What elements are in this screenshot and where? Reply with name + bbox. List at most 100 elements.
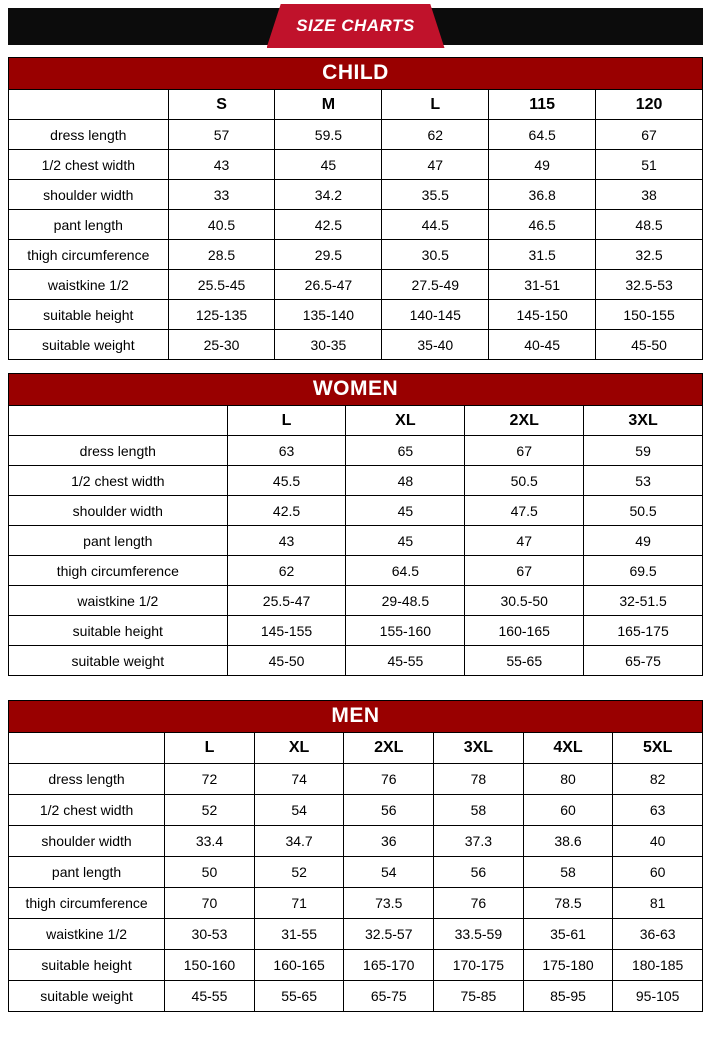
measurement-value: 40 [612, 825, 703, 857]
measurement-label: waistkine 1/2 [8, 269, 169, 300]
size-column-header: 2XL [343, 732, 435, 764]
measurement-value: 95-105 [612, 980, 703, 1012]
measurement-row: dress length 72 74 76 78 80 82 [7, 763, 703, 795]
measurement-value: 62 [381, 119, 490, 150]
measurement-value: 45 [345, 495, 466, 526]
size-column-header: 115 [488, 89, 597, 120]
measurement-value: 31.5 [488, 239, 597, 270]
size-column-header: XL [345, 405, 466, 436]
corner-cell [8, 405, 228, 436]
measurement-value: 32-51.5 [583, 585, 703, 616]
size-column-header: 5XL [612, 732, 703, 764]
measurement-value: 52 [253, 856, 345, 888]
measurement-value: 170-175 [433, 949, 524, 981]
measurement-value: 54 [343, 856, 435, 888]
measurement-label: suitable weight [8, 645, 228, 676]
measurement-value: 45-55 [164, 980, 255, 1012]
measurement-value: 180-185 [612, 949, 703, 981]
measurement-label: shoulder width [8, 179, 169, 210]
size-header-row: S M L 115 120 [8, 89, 703, 120]
measurement-value: 45-50 [226, 645, 347, 676]
measurement-value: 72 [164, 763, 255, 795]
measurement-value: 33 [167, 179, 276, 210]
measurement-row: thigh circumference 70 71 73.5 76 78.5 81 [7, 887, 703, 919]
measurement-row: suitable height 145-155 155-160 160-165 165-… [8, 615, 703, 646]
measurement-label: 1/2 chest width [8, 465, 228, 496]
measurement-value: 32.5-57 [343, 918, 435, 950]
measurement-value: 78 [433, 763, 524, 795]
measurement-label: pant length [8, 525, 228, 556]
measurement-value: 51 [595, 149, 703, 180]
measurement-value: 50 [164, 856, 255, 888]
women-size-chart-section: WOMEN L XL 2XL 3XL dress length 63 65 67 59 1/2 c… [8, 373, 703, 676]
men-size-chart-section: MEN L XL 2XL 3XL 4XL 5XL dress length 72 74 76 78 8… [7, 700, 703, 1012]
measurement-value: 47.5 [464, 495, 585, 526]
measurement-value: 165-170 [343, 949, 435, 981]
measurement-value: 50.5 [464, 465, 585, 496]
measurement-value: 35-40 [381, 329, 490, 360]
measurement-label: waistkine 1/2 [8, 585, 228, 616]
measurement-value: 63 [612, 794, 703, 826]
measurement-value: 34.2 [274, 179, 383, 210]
women-size-table: L XL 2XL 3XL dress length 63 65 67 59 1/2 chest w… [8, 405, 703, 676]
measurement-value: 59.5 [274, 119, 383, 150]
measurement-row: suitable weight 25-30 30-35 35-40 40-45 45-50 [8, 329, 703, 360]
measurement-value: 59 [583, 435, 703, 466]
measurement-value: 78.5 [522, 887, 614, 919]
measurement-value: 175-180 [522, 949, 614, 981]
measurement-label: 1/2 chest width [7, 794, 166, 826]
size-column-header: 2XL [464, 405, 585, 436]
measurement-value: 45-50 [595, 329, 703, 360]
measurement-value: 25.5-47 [226, 585, 347, 616]
measurement-label: suitable weight [7, 980, 166, 1012]
measurement-value: 35-61 [522, 918, 614, 950]
measurement-value: 160-165 [464, 615, 585, 646]
measurement-value: 155-160 [345, 615, 466, 646]
child-size-chart-section: CHILD S M L 115 120 dress length 57 59.5 62 64.5 6… [8, 57, 703, 360]
measurement-value: 35.5 [381, 179, 490, 210]
measurement-label: thigh circumference [8, 239, 169, 270]
size-column-header: 3XL [433, 732, 524, 764]
measurement-row: waistkine 1/2 30-53 31-55 32.5-57 33.5-59 35-… [7, 918, 703, 950]
measurement-label: thigh circumference [7, 887, 166, 919]
measurement-value: 54 [253, 794, 345, 826]
measurement-value: 46.5 [488, 209, 597, 240]
measurement-row: dress length 63 65 67 59 [8, 435, 703, 466]
measurement-label: 1/2 chest width [8, 149, 169, 180]
measurement-value: 55-65 [253, 980, 345, 1012]
measurement-row: thigh circumference 62 64.5 67 69.5 [8, 555, 703, 586]
measurement-value: 56 [343, 794, 435, 826]
measurement-label: dress length [8, 435, 228, 466]
measurement-value: 60 [612, 856, 703, 888]
measurement-label: shoulder width [7, 825, 166, 857]
measurement-row: 1/2 chest width 43 45 47 49 51 [8, 149, 703, 180]
measurement-value: 76 [433, 887, 524, 919]
size-column-header: L [164, 732, 255, 764]
measurement-value: 58 [433, 794, 524, 826]
measurement-value: 30.5-50 [464, 585, 585, 616]
measurement-value: 65-75 [343, 980, 435, 1012]
measurement-value: 33.4 [164, 825, 255, 857]
measurement-label: suitable height [7, 949, 166, 981]
measurement-value: 52 [164, 794, 255, 826]
measurement-value: 45.5 [226, 465, 347, 496]
measurement-value: 49 [488, 149, 597, 180]
measurement-value: 45 [274, 149, 383, 180]
measurement-value: 45 [345, 525, 466, 556]
measurement-value: 30-35 [274, 329, 383, 360]
measurement-value: 34.7 [253, 825, 345, 857]
measurement-value: 70 [164, 887, 255, 919]
measurement-value: 67 [464, 435, 585, 466]
measurement-value: 43 [167, 149, 276, 180]
women-table-title: WOMEN [8, 373, 703, 405]
measurement-value: 80 [522, 763, 614, 795]
measurement-value: 53 [583, 465, 703, 496]
measurement-value: 25-30 [167, 329, 276, 360]
measurement-value: 31-55 [253, 918, 345, 950]
measurement-value: 67 [595, 119, 703, 150]
measurement-value: 150-160 [164, 949, 255, 981]
size-column-header: 3XL [583, 405, 703, 436]
measurement-value: 160-165 [253, 949, 345, 981]
measurement-value: 40-45 [488, 329, 597, 360]
